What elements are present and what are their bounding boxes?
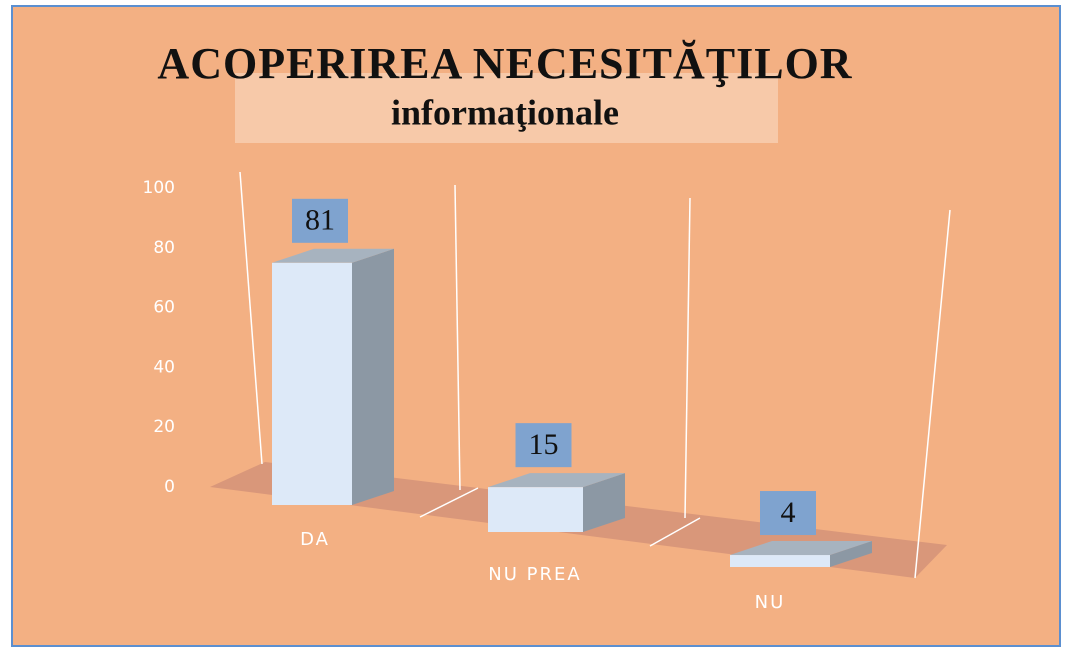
y-tick-label: 60 — [153, 298, 175, 318]
bar-top — [272, 248, 394, 263]
bar — [272, 262, 352, 505]
y-tick-label: 20 — [153, 417, 175, 437]
chart-title: ACOPERIREA NECESITĂŢILOR — [157, 39, 852, 88]
bar — [488, 487, 583, 532]
x-tick-label: DA — [300, 529, 330, 550]
y-tick-label: 0 — [164, 477, 175, 497]
bar-top — [488, 473, 625, 488]
bar — [730, 555, 830, 567]
value-label-box — [515, 423, 572, 468]
bar-top — [730, 541, 872, 556]
subtitle-box — [235, 73, 778, 143]
value-label: 4 — [781, 496, 796, 529]
chart-subtitle: informaţionale — [391, 92, 619, 132]
value-label: 15 — [529, 428, 559, 461]
y-tick-label: 80 — [153, 238, 175, 258]
y-tick-label: 100 — [143, 178, 175, 198]
value-label: 81 — [305, 204, 335, 237]
back-wall-lines — [239, 171, 951, 579]
x-tick-label: NU — [755, 592, 786, 613]
bar-side — [830, 541, 872, 567]
value-label-box — [292, 198, 348, 243]
bar-side — [352, 248, 394, 505]
y-tick-label: 40 — [153, 357, 175, 377]
bar-side — [583, 473, 625, 532]
x-tick-label: NU PREA — [488, 564, 581, 585]
value-label-box — [760, 491, 816, 536]
